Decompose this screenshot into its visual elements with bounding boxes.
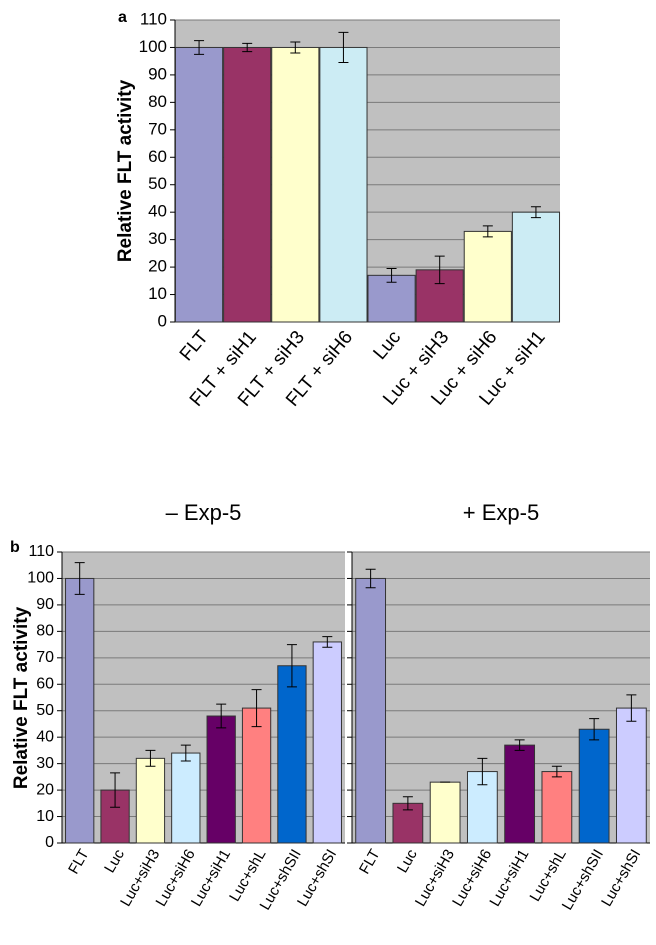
panel-label: a — [118, 9, 127, 26]
error-bar — [180, 744, 191, 762]
y-tick-label: 20 — [36, 781, 54, 798]
panel-title: + Exp-5 — [463, 500, 539, 525]
error-bar — [251, 689, 262, 728]
y-tick-label: 80 — [148, 92, 167, 111]
y-tick-label: 90 — [148, 64, 167, 83]
error-bar — [530, 206, 541, 219]
error-bar — [514, 739, 525, 751]
bar — [277, 665, 307, 844]
bar — [223, 46, 272, 323]
y-tick-label: 30 — [36, 755, 54, 772]
y-tick-label: 90 — [36, 596, 54, 613]
bar — [319, 46, 368, 323]
y-tick-label: 40 — [36, 728, 54, 745]
error-bar — [365, 568, 376, 589]
bar — [206, 715, 236, 844]
bar — [511, 211, 561, 323]
error-bar — [74, 562, 85, 595]
error-bar — [551, 765, 562, 778]
bar — [615, 707, 647, 844]
y-tick-label: 110 — [28, 543, 54, 560]
y-tick-label: 0 — [45, 834, 54, 851]
bar — [504, 744, 536, 844]
bar — [65, 577, 95, 844]
panel-label: b — [10, 539, 20, 556]
error-bar — [286, 644, 297, 688]
error-bar — [216, 703, 227, 729]
bar — [541, 771, 573, 844]
bar — [241, 707, 272, 844]
y-tick-label: 0 — [158, 311, 167, 330]
bar — [171, 752, 201, 844]
bar — [367, 274, 416, 323]
y-tick-label: 30 — [148, 229, 167, 248]
error-bar — [145, 749, 156, 767]
y-tick-label: 10 — [148, 284, 167, 303]
y-tick-label: 20 — [148, 257, 167, 276]
y-tick-label: 110 — [140, 9, 167, 28]
y-axis-label: Relative FLT activity — [115, 79, 136, 262]
error-bar — [434, 255, 445, 285]
bar — [312, 641, 342, 844]
error-bar — [589, 718, 600, 741]
y-tick-label: 70 — [36, 649, 54, 666]
error-bar — [482, 225, 493, 238]
y-tick-label: 40 — [148, 202, 167, 221]
error-bar — [402, 796, 413, 811]
x-tick-label: Luc — [101, 846, 128, 876]
x-tick-label: Luc — [369, 327, 405, 364]
y-tick-label: 100 — [27, 570, 54, 587]
error-bar — [626, 694, 637, 722]
error-bar — [242, 42, 253, 53]
error-bar — [194, 40, 205, 55]
error-bar — [110, 772, 121, 808]
bar — [429, 781, 461, 844]
y-tick-label: 50 — [36, 702, 54, 719]
y-tick-label: 60 — [148, 147, 167, 166]
x-tick-label: FLT — [65, 846, 93, 877]
bar — [174, 46, 224, 323]
error-bar — [386, 267, 397, 283]
panel-title: – Exp-5 — [166, 500, 242, 525]
bar — [578, 728, 610, 844]
bar — [271, 46, 320, 323]
error-bar — [338, 31, 349, 64]
y-tick-label: 70 — [148, 119, 167, 138]
bar — [355, 577, 387, 844]
y-tick-label: 10 — [36, 808, 54, 825]
error-bar — [290, 41, 301, 54]
x-tick-label: FLT — [176, 327, 213, 366]
error-bar — [322, 636, 333, 648]
y-axis-label: Relative FLT activity — [11, 606, 32, 789]
bar — [135, 757, 166, 844]
y-tick-label: 100 — [139, 37, 167, 56]
x-tick-label: FLT — [356, 846, 384, 877]
x-tick-label: Luc — [394, 846, 421, 876]
y-tick-label: 80 — [36, 623, 54, 640]
bar — [463, 230, 512, 323]
y-tick-label: 50 — [148, 174, 167, 193]
y-tick-label: 60 — [36, 675, 54, 692]
error-bar — [477, 757, 488, 786]
